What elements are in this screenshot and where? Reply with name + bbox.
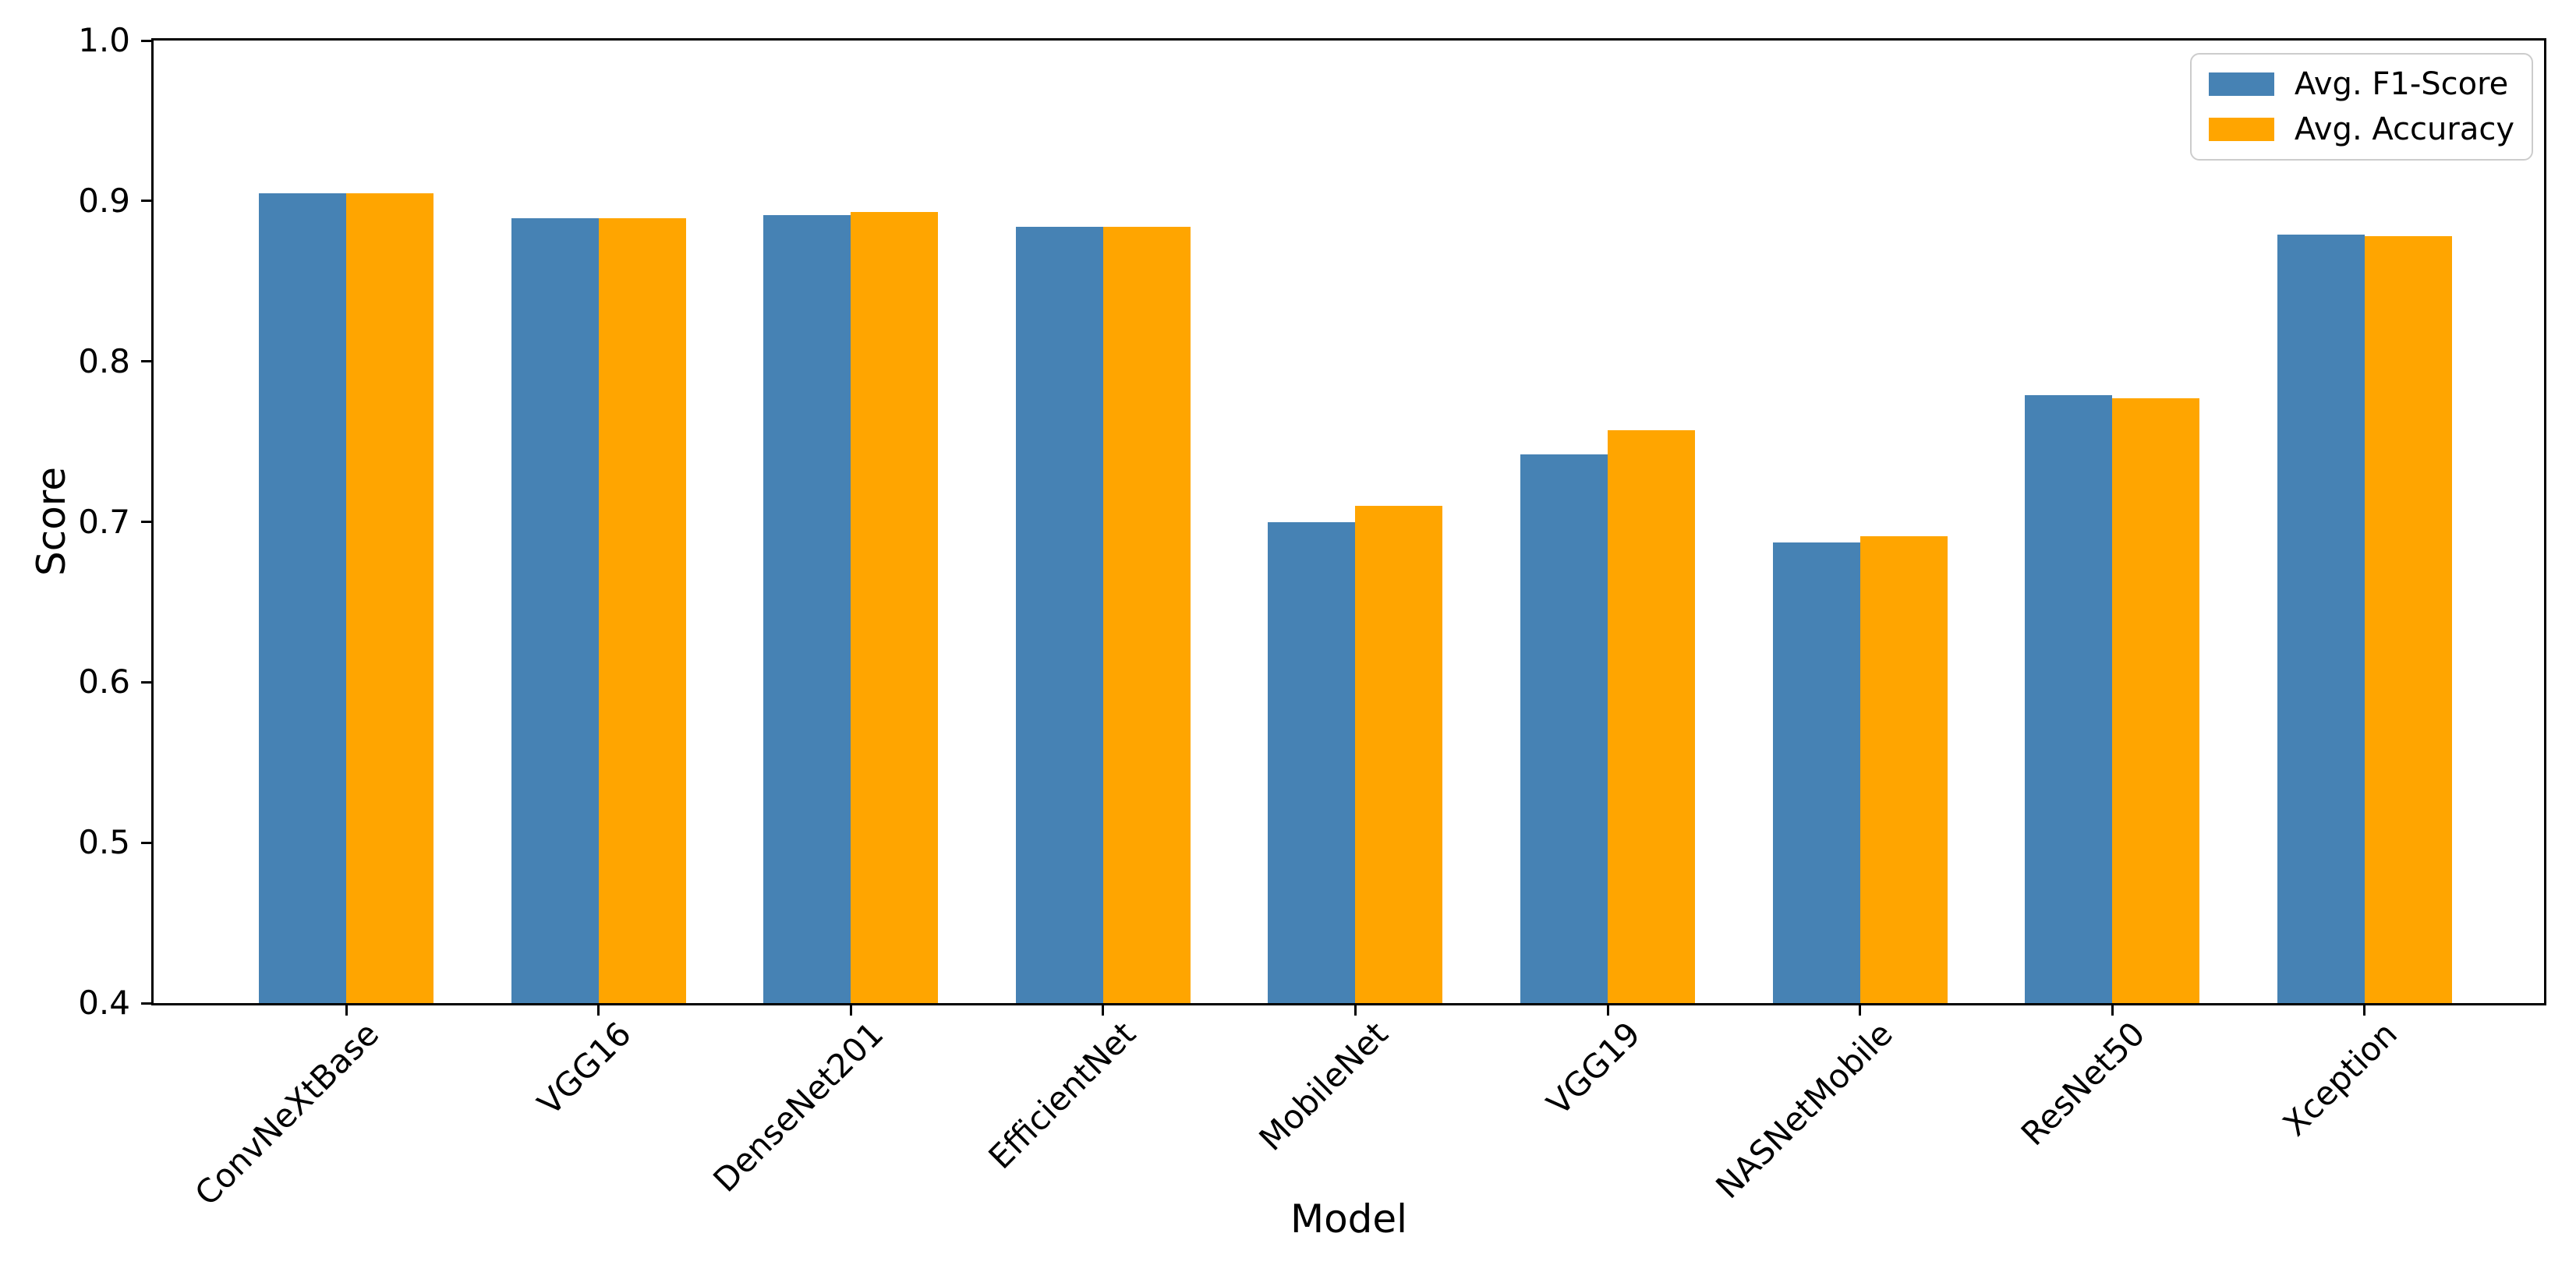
x-tick-mark — [1102, 1003, 1105, 1016]
y-tick-mark — [141, 200, 154, 203]
x-tick-mark — [1353, 1003, 1357, 1016]
legend-item-accuracy: Avg. Accuracy — [2208, 111, 2514, 147]
bar-avg-accuracy — [1355, 505, 1443, 1003]
y-tick-label: 1.0 — [78, 21, 130, 59]
x-tick-mark — [1606, 1003, 1609, 1016]
x-tick-mark — [345, 1003, 348, 1016]
x-tick-mark — [597, 1003, 600, 1016]
bar-avg-f1-score — [1015, 226, 1103, 1003]
legend-label-f1: Avg. F1-Score — [2294, 66, 2509, 102]
y-tick-mark — [141, 39, 154, 42]
bar-avg-f1-score — [763, 215, 851, 1003]
bar-avg-f1-score — [2025, 394, 2113, 1003]
y-tick-mark — [141, 841, 154, 844]
y-tick-label: 0.7 — [78, 502, 130, 541]
bar-avg-accuracy — [1102, 226, 1191, 1003]
x-tick-mark — [1859, 1003, 1862, 1016]
bar-avg-f1-score — [1772, 542, 1860, 1003]
y-tick-label: 0.9 — [78, 181, 130, 220]
x-axis-label: Model — [1290, 1196, 1408, 1242]
bar-avg-accuracy — [598, 218, 686, 1003]
legend-swatch-accuracy — [2208, 118, 2274, 141]
y-axis-label: Score — [29, 466, 74, 577]
bar-avg-f1-score — [1520, 454, 1608, 1003]
x-tick-mark — [2363, 1003, 2366, 1016]
bar-avg-accuracy — [1608, 430, 1695, 1003]
y-tick-mark — [141, 360, 154, 363]
bar-avg-accuracy — [851, 212, 939, 1003]
bar-avg-accuracy — [1859, 536, 1948, 1003]
bar-avg-f1-score — [1268, 521, 1356, 1003]
bar-avg-accuracy — [2364, 236, 2452, 1003]
y-tick-mark — [141, 680, 154, 684]
y-tick-mark — [141, 521, 154, 523]
bar-avg-f1-score — [2277, 235, 2365, 1003]
y-tick-label: 0.4 — [78, 984, 130, 1022]
legend: Avg. F1-Score Avg. Accuracy — [2189, 53, 2533, 161]
y-tick-label: 0.5 — [78, 823, 130, 862]
bar-avg-f1-score — [511, 218, 599, 1003]
legend-swatch-f1 — [2208, 72, 2274, 96]
legend-label-accuracy: Avg. Accuracy — [2294, 111, 2514, 147]
bar-avg-accuracy — [346, 193, 433, 1003]
y-tick-label: 0.8 — [78, 341, 130, 380]
legend-item-f1: Avg. F1-Score — [2208, 66, 2514, 102]
bar-avg-f1-score — [259, 193, 346, 1003]
bar-avg-accuracy — [2112, 398, 2200, 1003]
x-tick-mark — [2111, 1003, 2114, 1016]
x-tick-mark — [849, 1003, 852, 1016]
y-tick-label: 0.6 — [78, 662, 130, 701]
y-tick-mark — [141, 1002, 154, 1005]
